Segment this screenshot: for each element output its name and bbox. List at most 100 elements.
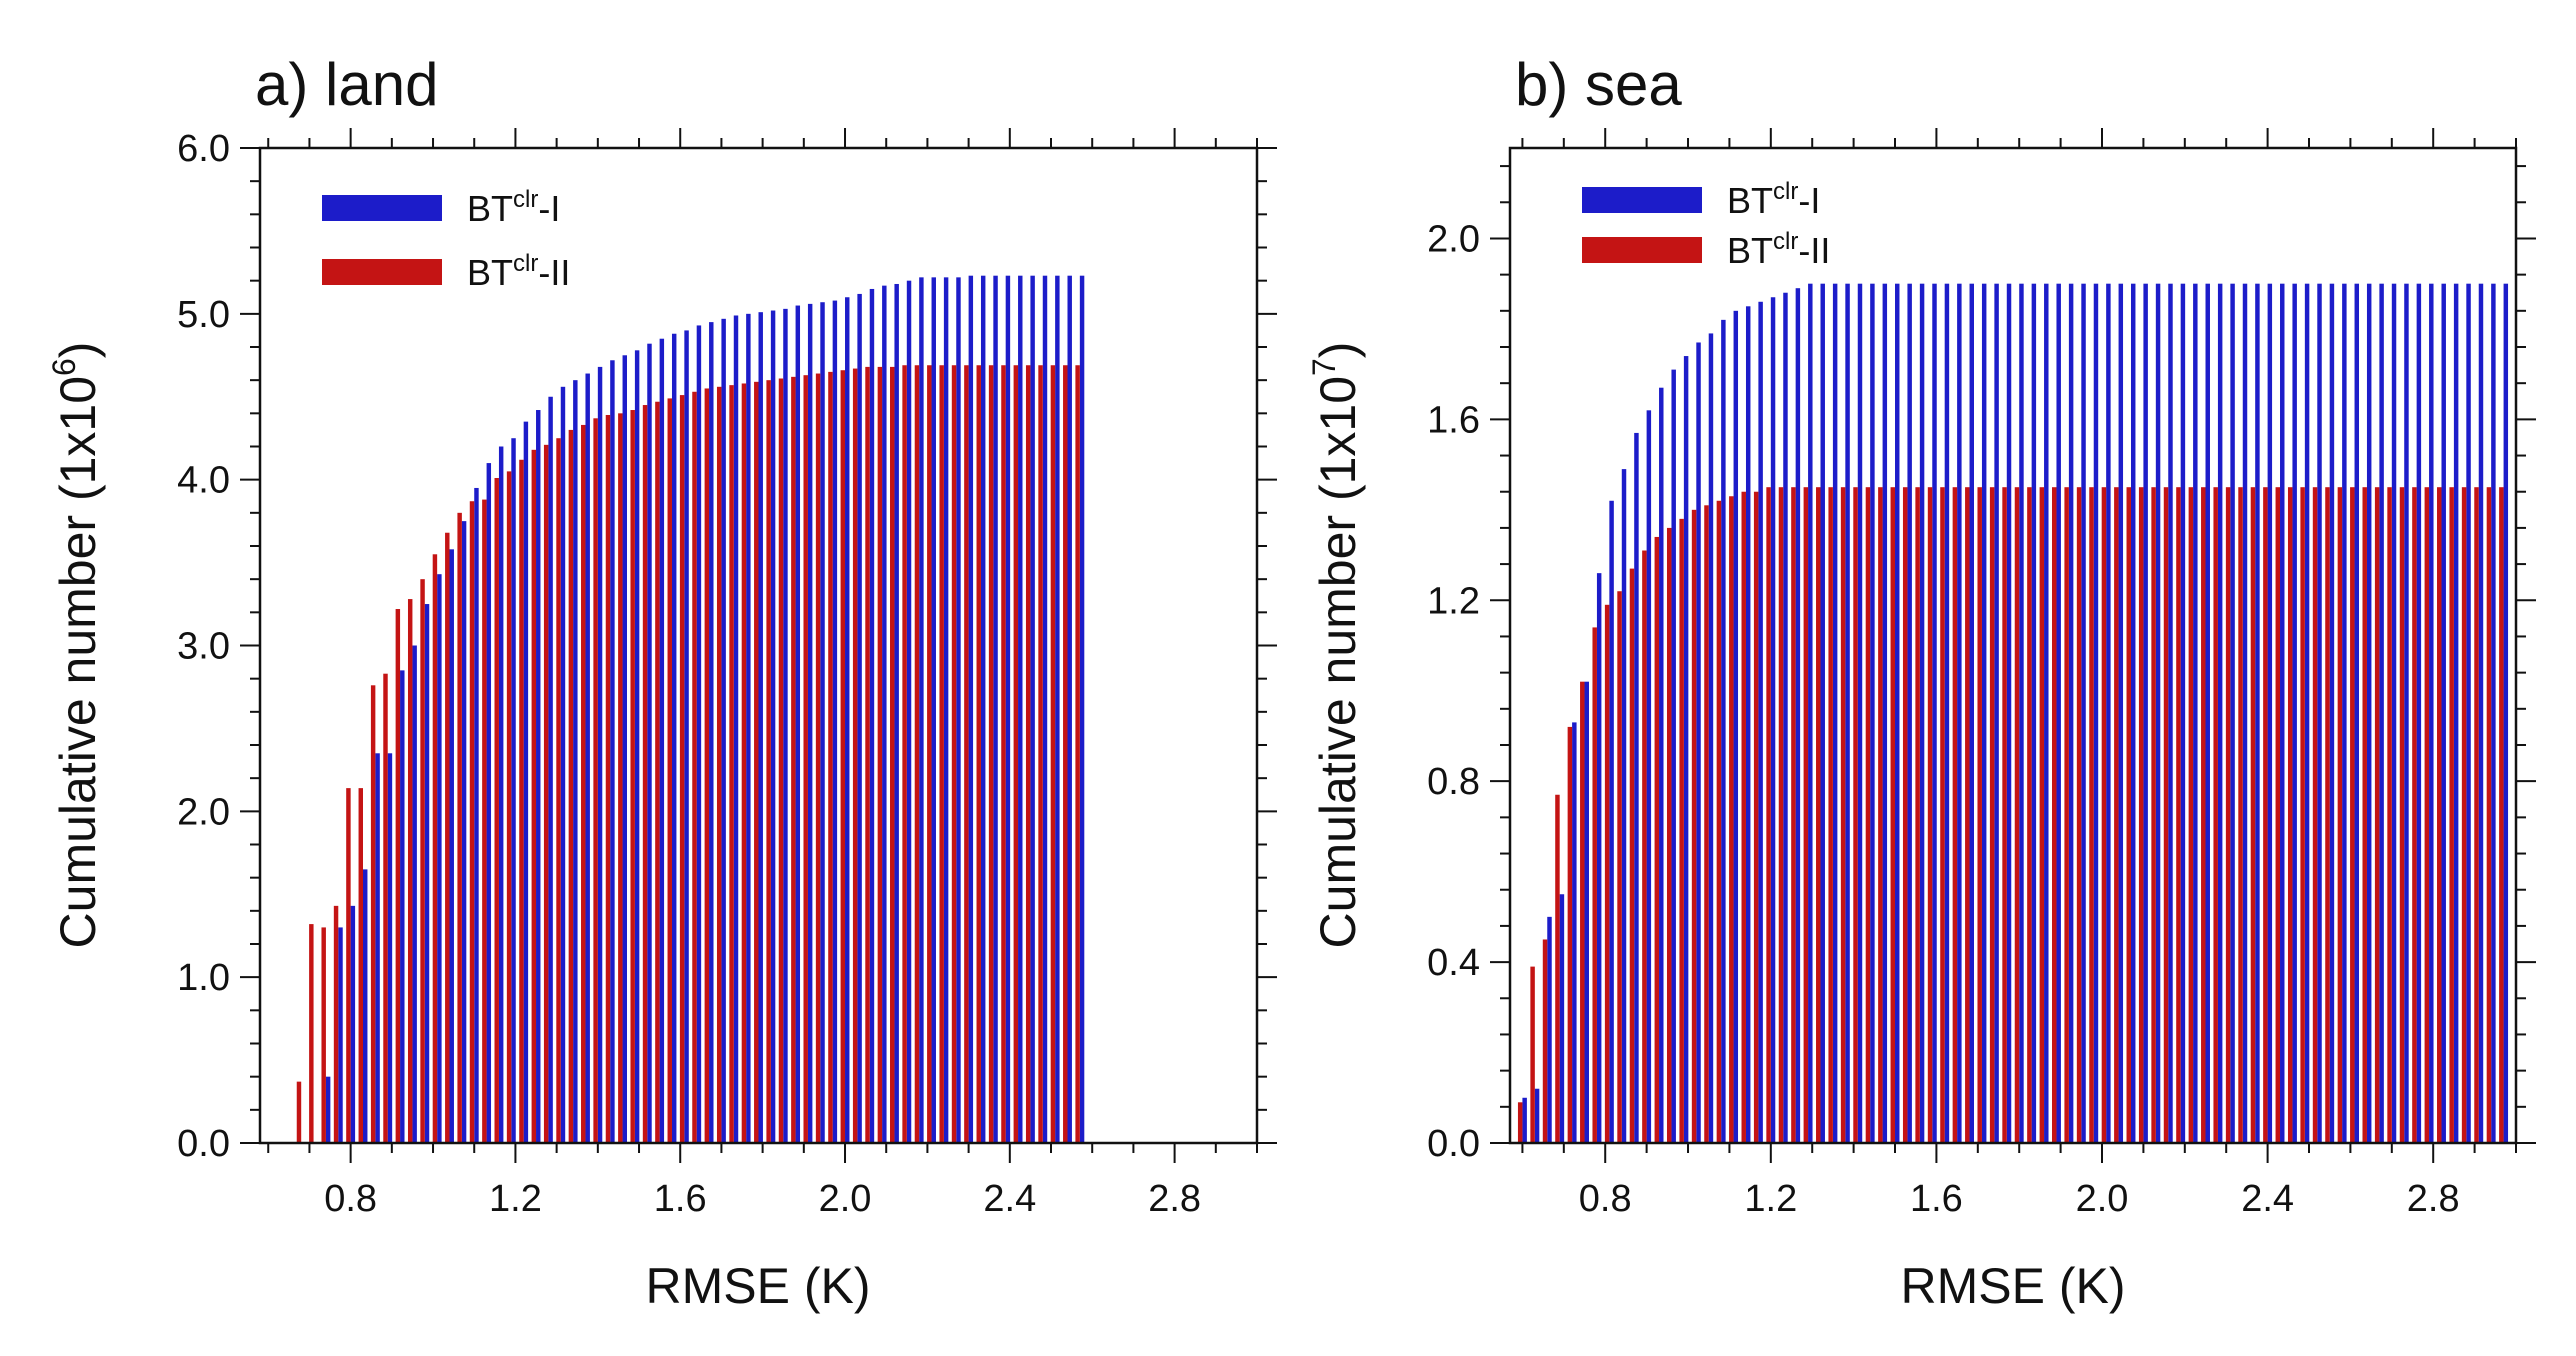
x-tick-label: 2.8 <box>1148 1178 1201 1220</box>
bar-BT-I-5 <box>1584 681 1589 1143</box>
bar-BT-II-53 <box>2176 487 2181 1143</box>
y-axis-label-close: ) <box>50 342 106 359</box>
bar-BT-II-12 <box>420 579 425 1143</box>
bar-BT-I-51 <box>2155 283 2161 1143</box>
x-tick-label: 2.0 <box>819 1178 872 1220</box>
bar-BT-II-13 <box>432 554 438 1143</box>
bar-BT-II-15 <box>457 512 462 1143</box>
y-tick-label: 2.0 <box>177 791 230 833</box>
bar-BT-I-7 <box>1609 500 1614 1143</box>
bar-BT-I-16 <box>474 487 479 1144</box>
bar-BT-I-23 <box>560 386 566 1143</box>
bar-BT-II-70 <box>2387 487 2392 1143</box>
bar-BT-I-67 <box>2354 283 2360 1143</box>
x-axis-label: RMSE (K) <box>1901 1258 2126 1314</box>
bar-BT-II-47 <box>2101 487 2107 1143</box>
bar-BT-II-35 <box>704 388 710 1144</box>
y-tick-label: 6.0 <box>177 128 230 170</box>
x-tick-label: 2.4 <box>2241 1178 2294 1220</box>
legend-swatch-BT-II <box>322 259 442 285</box>
y-tick-label: 2.0 <box>1427 218 1480 260</box>
bar-BT-I-53 <box>2180 283 2186 1143</box>
bar-BT-II-79 <box>2499 487 2504 1143</box>
bar-BT-I-47 <box>2106 283 2111 1143</box>
bar-BT-II-17 <box>1729 496 1734 1143</box>
bar-BT-II-60 <box>2263 487 2268 1143</box>
bar-BT-II-61 <box>2275 487 2281 1143</box>
bar-BT-I-9 <box>1634 432 1639 1143</box>
bar-BT-I-27 <box>1857 283 1863 1143</box>
bar-BT-I-36 <box>721 318 726 1143</box>
x-tick-label: 0.8 <box>324 1178 377 1220</box>
bar-BT-II-27 <box>605 414 611 1143</box>
bar-BT-II-8 <box>1617 591 1622 1143</box>
legend-base: BT <box>1727 230 1773 271</box>
bar-BT-I-20 <box>523 421 529 1144</box>
bar-BT-II-40 <box>2014 487 2020 1143</box>
bar-BT-II-18 <box>494 478 499 1143</box>
plot-frame <box>1508 146 2518 1145</box>
bar-BT-I-8 <box>1621 469 1627 1143</box>
bar-BT-I-64 <box>1067 275 1072 1143</box>
bar-BT-I-28 <box>1870 283 1875 1143</box>
bar-BT-II-13 <box>1679 518 1684 1143</box>
bar-BT-I-24 <box>1820 283 1825 1143</box>
y-tick-label: 1.2 <box>1427 580 1480 622</box>
bar-BT-I-11 <box>412 645 417 1143</box>
bar-BT-I-70 <box>2391 283 2397 1143</box>
bar-BT-II-44 <box>2064 487 2069 1143</box>
bar-BT-I-61 <box>1030 275 1035 1143</box>
bar-BT-II-5 <box>333 905 339 1143</box>
bar-BT-I-72 <box>2416 283 2422 1143</box>
bar-BT-I-35 <box>1957 283 1962 1143</box>
bar-BT-I-79 <box>2503 283 2509 1143</box>
bar-BT-I-32 <box>1919 283 1925 1143</box>
bar-BT-I-31 <box>659 338 665 1144</box>
bar-BT-I-58 <box>993 275 998 1143</box>
bar-BT-II-56 <box>964 365 969 1143</box>
bar-BT-I-61 <box>2280 283 2285 1143</box>
x-tick-label: 1.6 <box>1910 1178 1963 1220</box>
bar-BT-I-10 <box>400 670 405 1144</box>
bar-BT-I-77 <box>2478 283 2484 1143</box>
bar-BT-I-64 <box>2317 283 2322 1143</box>
bar-BT-I-6 <box>1596 573 1602 1143</box>
bar-BT-II-58 <box>988 365 994 1143</box>
bar-BT-I-43 <box>807 303 813 1143</box>
bar-BT-I-30 <box>647 343 652 1143</box>
y-axis-label-text: Cumulative number (1x10 <box>1310 376 1366 949</box>
bar-BT-I-20 <box>1770 297 1776 1143</box>
bar-BT-I-38 <box>1994 283 1999 1143</box>
bar-BT-I-58 <box>2242 283 2248 1143</box>
bar-BT-II-49 <box>877 366 883 1143</box>
bar-BT-I-40 <box>2019 283 2024 1143</box>
bar-BT-II-39 <box>2002 487 2007 1143</box>
bar-BT-II-34 <box>1940 487 1945 1143</box>
bar-BT-I-14 <box>449 549 454 1143</box>
bar-BT-I-54 <box>2193 283 2198 1143</box>
bar-BT-II-33 <box>679 395 685 1144</box>
bar-BT-II-38 <box>1989 487 1995 1143</box>
chart-panel-0: 0.0 1.0 2.0 3.0 4.0 5.0 6.0 0.8 1.2 1.6 2.0 2.4 2.8 a… <box>46 51 1277 1314</box>
bar-BT-I-59 <box>2255 283 2260 1143</box>
bar-BT-I-60 <box>1018 275 1023 1143</box>
legend-suffix: -II <box>1798 230 1830 271</box>
bar-BT-II-37 <box>729 385 734 1143</box>
bar-BT-I-69 <box>2379 283 2384 1143</box>
legend-swatch-BT-II <box>1582 237 1702 263</box>
bar-BT-I-25 <box>1832 283 1838 1143</box>
bar-BT-II-23 <box>1803 487 1809 1143</box>
bar-BT-II-38 <box>741 383 747 1144</box>
bar-BT-I-5 <box>338 927 343 1143</box>
bar-BT-II-41 <box>2027 487 2032 1143</box>
bar-BT-I-4 <box>325 1076 331 1143</box>
bar-BT-II-5 <box>1580 681 1585 1143</box>
bar-BT-I-2 <box>1547 916 1552 1143</box>
bar-BT-I-10 <box>1646 410 1652 1143</box>
bar-BT-II-32 <box>1915 487 1920 1143</box>
bar-BT-I-17 <box>486 463 492 1144</box>
bar-BT-II-50 <box>890 366 895 1143</box>
bar-BT-II-43 <box>2052 487 2057 1143</box>
